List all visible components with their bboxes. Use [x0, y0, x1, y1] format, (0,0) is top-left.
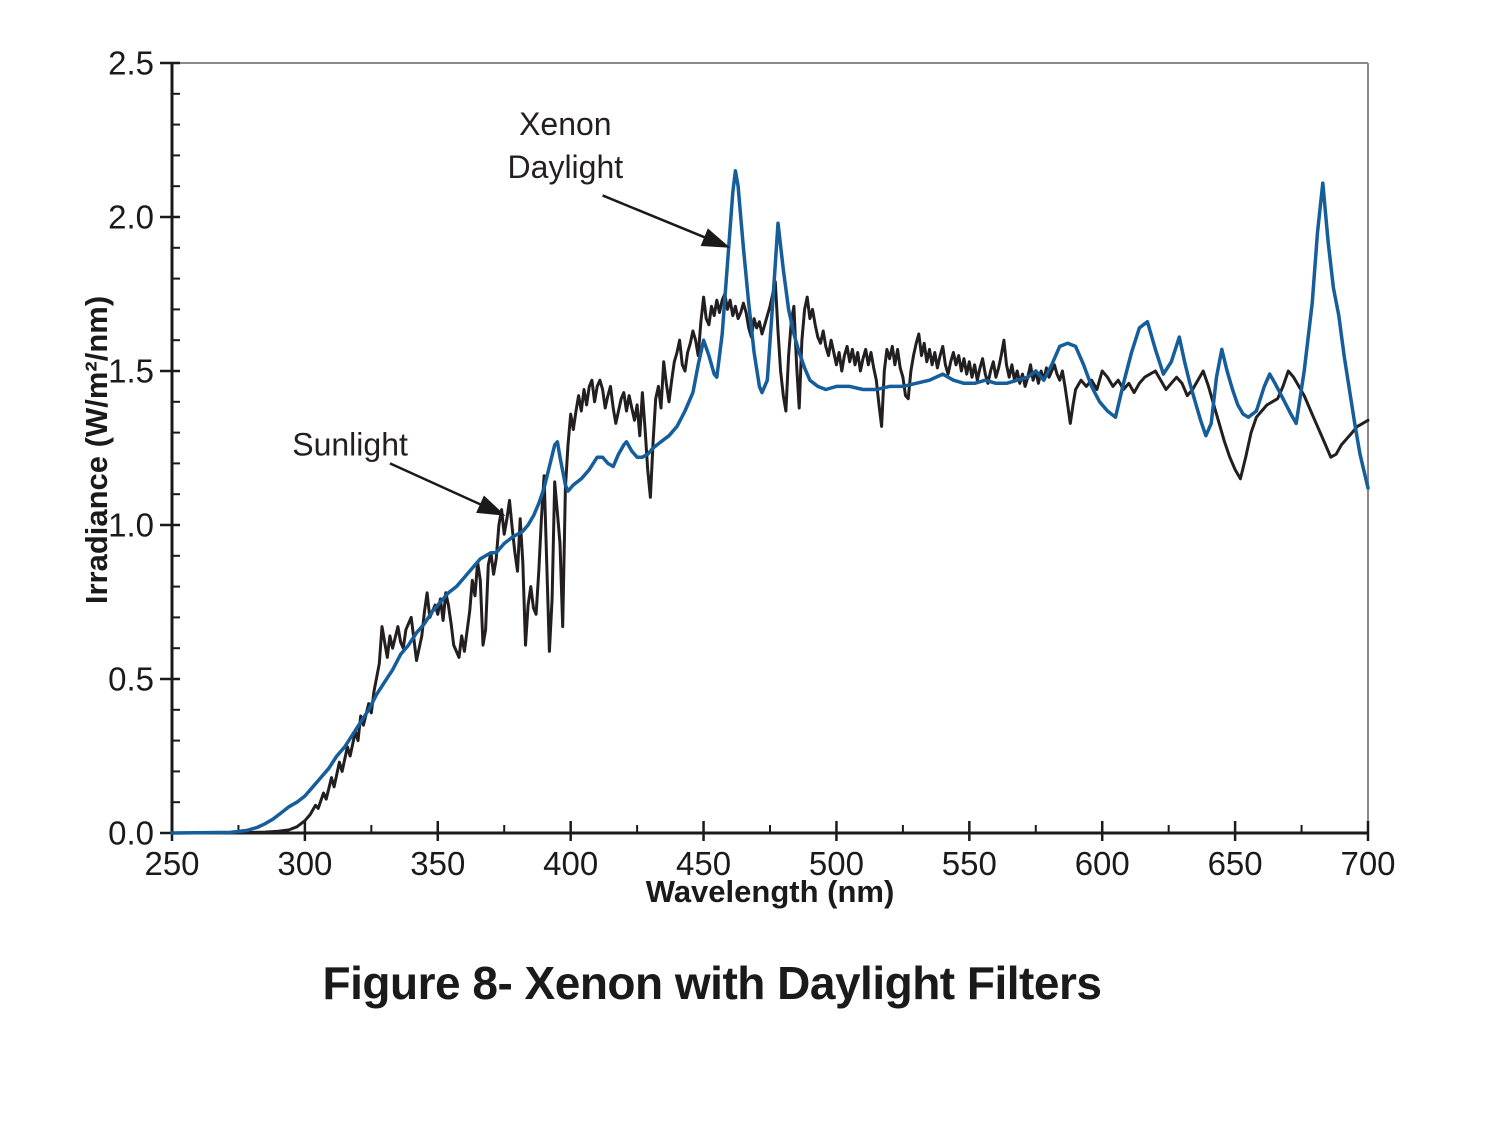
y-tick-label: 1.5	[108, 352, 154, 390]
annotation-arrow-line	[389, 462, 490, 510]
x-tick-label: 450	[676, 845, 732, 882]
y-tick-label: 0.5	[108, 660, 154, 698]
annotation-text-line: Sunlight	[292, 426, 408, 463]
annotation-arrowhead	[700, 228, 731, 248]
x-tick-label: 550	[941, 845, 997, 882]
x-tick-label: 250	[144, 845, 200, 882]
x-tick-label: 400	[543, 845, 599, 882]
annotation-xenon-daylight: Xenon Daylight	[508, 103, 624, 189]
y-tick-label: 2.0	[108, 198, 154, 236]
annotation-text-line: Xenon	[519, 105, 612, 142]
x-tick-label: 700	[1340, 845, 1396, 882]
y-tick-label: 0.0	[108, 814, 154, 852]
y-tick-label: 2.5	[108, 44, 154, 82]
y-axis-label: Irradiance (W/m²/nm)	[79, 295, 114, 605]
x-tick-label: 600	[1074, 845, 1130, 882]
annotation-sunlight: Sunlight	[292, 423, 408, 466]
x-tick-label: 650	[1207, 845, 1263, 882]
x-axis-label: Wavelength (nm)	[645, 874, 895, 909]
annotation-arrowhead	[476, 495, 506, 516]
x-tick-label: 350	[410, 845, 466, 882]
y-tick-label: 1.0	[108, 506, 154, 544]
x-tick-label: 500	[808, 845, 864, 882]
annotation-arrow-line	[602, 194, 714, 243]
series-line-xenon-daylight	[170, 169, 1370, 835]
annotation-text-line: Daylight	[507, 149, 624, 186]
figure-caption: Figure 8- Xenon with Daylight Filters	[322, 957, 1102, 1009]
x-tick-label: 300	[277, 845, 333, 882]
